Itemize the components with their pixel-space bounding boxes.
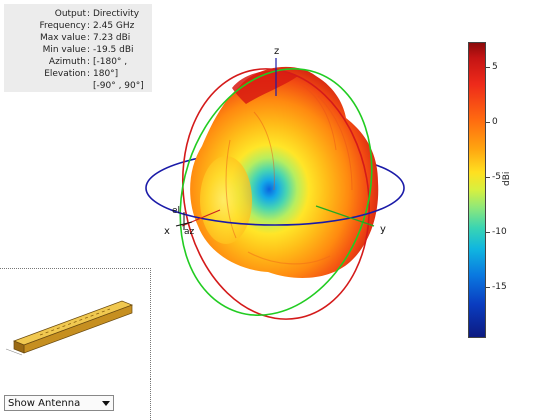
- show-antenna-dropdown[interactable]: Show Antenna: [4, 395, 114, 411]
- colorbar-tick-label: -15: [492, 282, 507, 292]
- info-separator: :: [87, 57, 91, 67]
- antenna-preview[interactable]: [0, 268, 151, 379]
- info-row: Elevation:180°]: [4, 68, 152, 80]
- info-row: Output: Directivity: [4, 8, 152, 20]
- antenna-model: [5, 300, 133, 356]
- colorbar-tick-label: -5: [492, 172, 501, 182]
- info-value: 2.45 GHz: [93, 21, 135, 31]
- x-axis-label: x: [164, 226, 170, 237]
- info-key: Frequency: [39, 21, 87, 31]
- info-separator: :: [87, 21, 91, 31]
- info-separator: :: [87, 9, 91, 19]
- az-axis-label: az: [184, 227, 195, 237]
- info-value: [-180° ,: [93, 57, 128, 67]
- colorbar-tick: [486, 177, 490, 178]
- info-separator: :: [87, 45, 91, 55]
- info-key: Azimuth: [48, 57, 86, 67]
- y-axis-label: y: [380, 224, 386, 235]
- divider: [150, 378, 152, 420]
- info-key: Elevation: [44, 69, 86, 79]
- z-axis-label: z: [274, 46, 279, 57]
- el-axis-label: el: [172, 206, 180, 216]
- colorbar-tick-label: -10: [492, 227, 507, 237]
- colorbar-tick: [486, 122, 490, 123]
- info-value: -19.5 dBi: [93, 45, 134, 55]
- info-panel: Output: Directivity Frequency:2.45 GHz Max …: [4, 4, 152, 92]
- info-separator: :: [87, 33, 91, 43]
- info-row: Max value:7.23 dBi: [4, 32, 152, 44]
- info-row: Azimuth: [-180° ,: [4, 56, 152, 68]
- elevation-circle-xz: [181, 68, 371, 320]
- dropdown-selected-value: Show Antenna: [8, 398, 81, 409]
- colorbar-tick: [486, 67, 490, 68]
- info-key: Min value: [42, 45, 86, 55]
- colorbar: 5 0 -5 -10 -15 dBi: [468, 42, 548, 338]
- info-row: Frequency:2.45 GHz: [4, 20, 152, 32]
- info-separator: :: [87, 69, 91, 79]
- info-value: 7.23 dBi: [93, 33, 131, 43]
- colorbar-tick-label: 5: [492, 62, 498, 72]
- azimuth-circle-front: [145, 187, 405, 226]
- info-key: Max value: [39, 33, 86, 43]
- info-row: Min value: -19.5 dBi: [4, 44, 152, 56]
- info-value: 180°]: [93, 69, 119, 79]
- elevation-circle-yz: [179, 68, 373, 316]
- colorbar-tick: [486, 287, 490, 288]
- colorbar-gradient: [468, 42, 486, 338]
- info-value: Directivity: [93, 9, 140, 19]
- radiation-pattern-surface: [190, 66, 379, 278]
- coordinate-axes: [175, 58, 375, 230]
- colorbar-tick: [486, 232, 490, 233]
- info-value-continuation: [-90° , 90°]: [93, 81, 144, 91]
- info-key: Output: [54, 9, 86, 19]
- chevron-down-icon[interactable]: [102, 401, 110, 406]
- info-row: [-90° , 90°]: [4, 80, 152, 92]
- colorbar-unit: dBi: [502, 171, 512, 186]
- colorbar-tick-label: 0: [492, 117, 498, 127]
